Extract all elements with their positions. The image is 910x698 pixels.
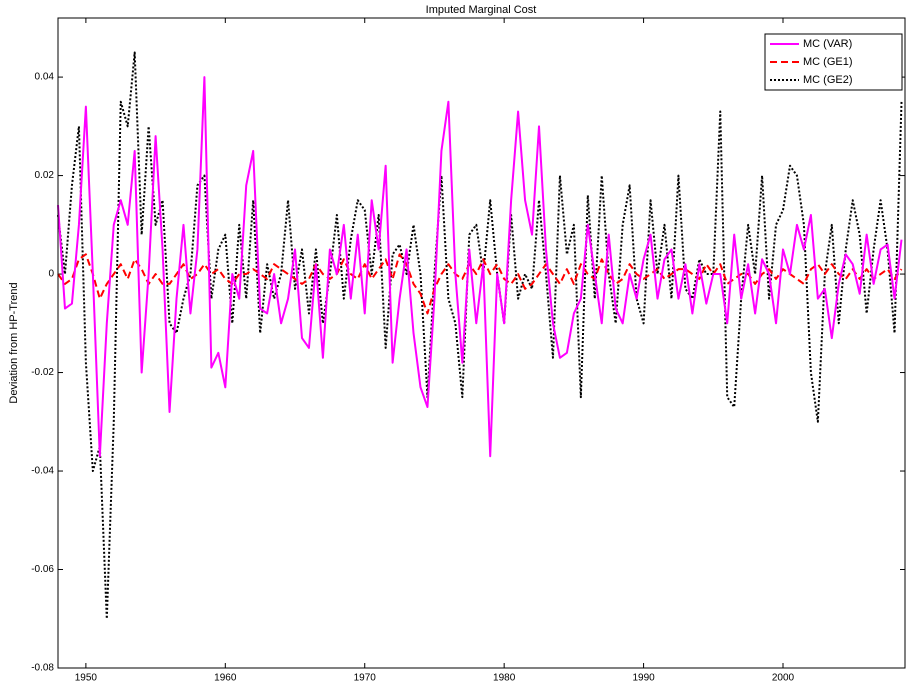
x-tick-label: 2000	[772, 673, 795, 684]
y-tick-label: -0.02	[31, 367, 54, 378]
legend-label: MC (GE1)	[803, 56, 853, 68]
x-tick-label: 1970	[354, 673, 377, 684]
x-tick-label: 1950	[75, 673, 98, 684]
y-axis-label: Deviation from HP-Trend	[8, 282, 20, 403]
x-tick-label: 1980	[493, 673, 516, 684]
plot-frame	[57, 17, 906, 669]
y-tick-label: -0.08	[31, 663, 54, 674]
y-tick-label: 0	[48, 269, 54, 280]
x-tick-label: 1990	[632, 673, 655, 684]
legend-label: MC (GE2)	[803, 74, 853, 86]
series-line	[57, 76, 903, 458]
chart-title: Imputed Marginal Cost	[426, 4, 537, 16]
y-tick-label: 0.02	[35, 170, 55, 181]
y-tick-label: -0.06	[31, 564, 54, 575]
series-line	[57, 51, 903, 620]
y-tick-label: -0.04	[31, 466, 54, 477]
legend-label: MC (VAR)	[803, 38, 852, 50]
x-tick-label: 1960	[214, 673, 237, 684]
y-tick-label: 0.04	[35, 72, 55, 83]
